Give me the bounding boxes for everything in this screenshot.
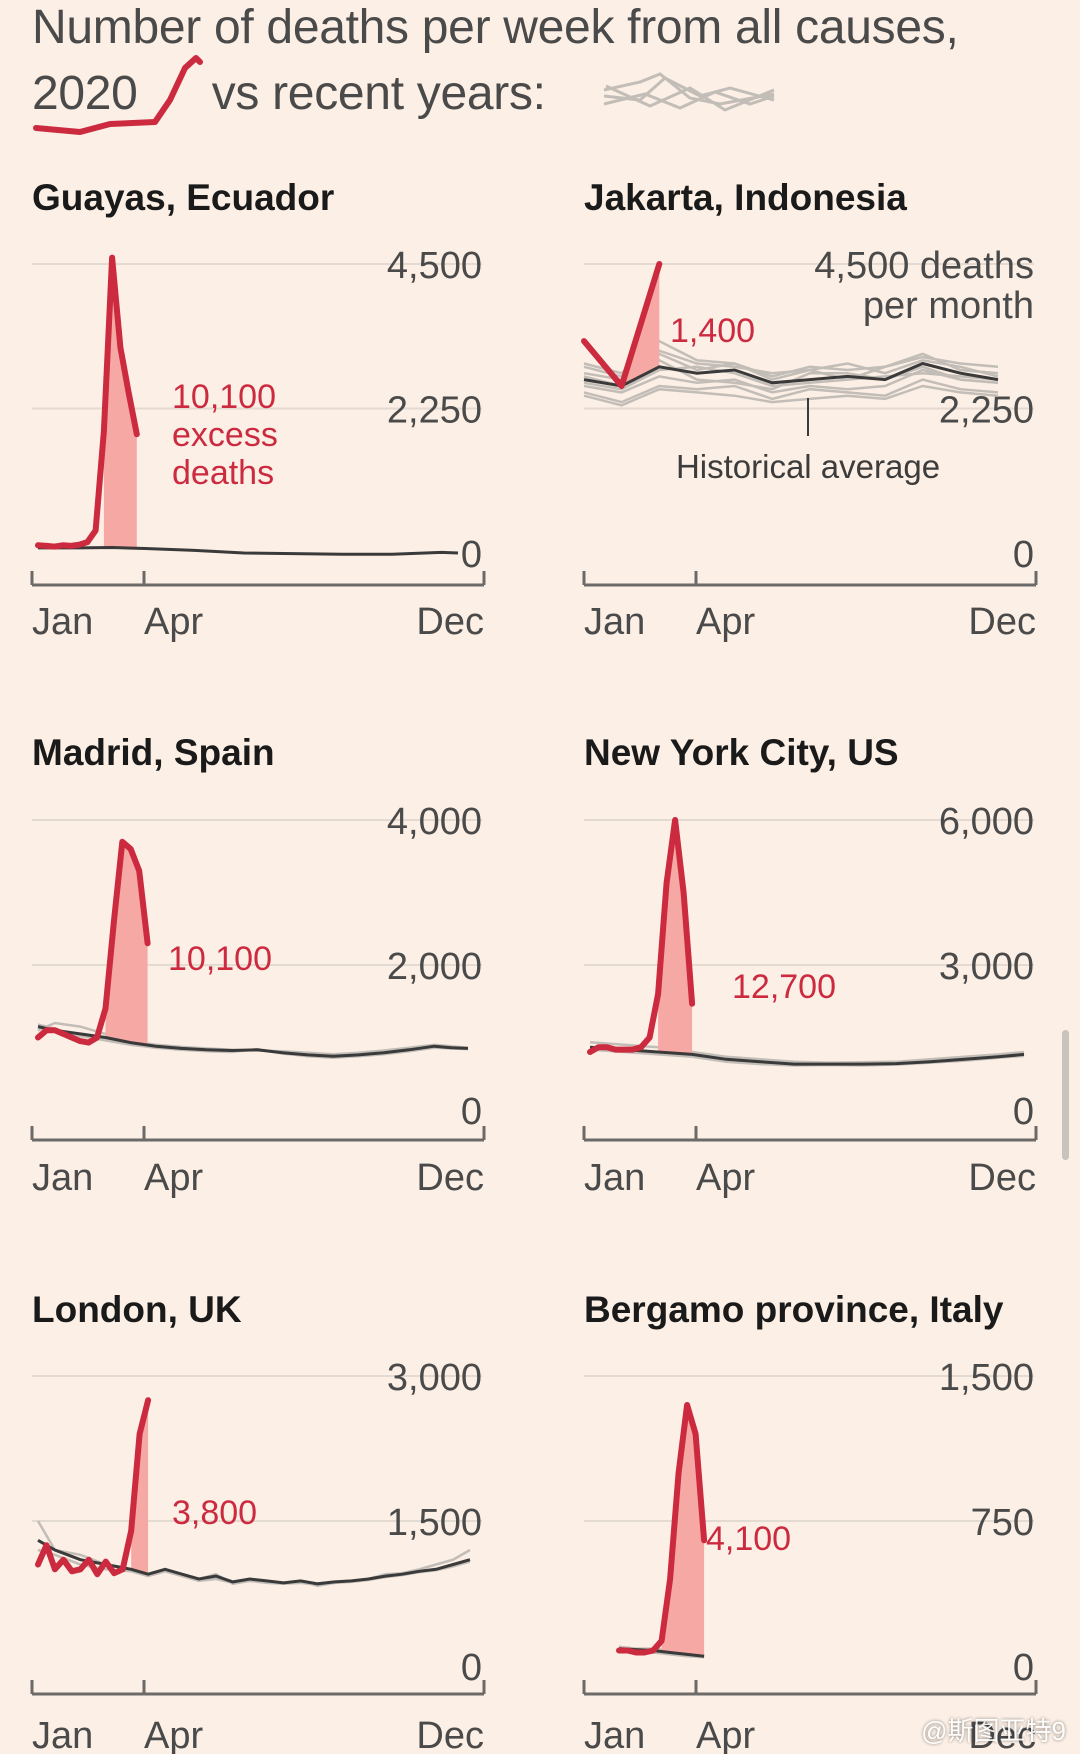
recent-year-line <box>583 368 999 394</box>
panel-title: Madrid, Spain <box>32 732 275 773</box>
x-tick-label: Jan <box>32 1715 93 1754</box>
x-tick-label: Dec <box>968 1157 1036 1199</box>
watermark-text: @斯图亚特9 <box>921 1716 1066 1746</box>
recent-year-line <box>583 365 999 391</box>
chart-panel-6: Bergamo province, Italy 1,500 750 0 4,100 Jan… <box>582 1289 1038 1754</box>
y-tick-label: 4,500 deaths <box>814 245 1034 287</box>
y-tick-label: 0 <box>461 1647 482 1689</box>
excess-deaths-area <box>661 1405 705 1657</box>
recent-year-line <box>583 378 999 404</box>
x-tick-label: Jan <box>32 601 93 643</box>
chart-panel-3: Madrid, Spain 4,000 2,000 0 10,100 Jan Apr Dec <box>30 732 486 1199</box>
y-tick-label: 4,500 <box>387 245 482 287</box>
x-tick-label: Dec <box>968 1715 1036 1754</box>
x-tick-label: Jan <box>32 1157 93 1199</box>
chart-panel-4: New York City, US 6,000 3,000 0 12,700 Jan Apr… <box>582 732 1038 1199</box>
y-tick-label: 0 <box>1013 1647 1034 1689</box>
y-tick-label: 0 <box>461 1091 482 1133</box>
historical-average-label: Historical average <box>676 448 940 485</box>
recent-year-line <box>583 384 999 407</box>
panel-title: Bergamo province, Italy <box>584 1289 1004 1330</box>
scrollbar[interactable] <box>1062 1030 1069 1160</box>
y-tick-label: 2,250 <box>939 390 1034 432</box>
historical-average-line <box>589 1045 1025 1066</box>
line-2020 <box>35 1397 152 1578</box>
y-tick-label: 3,000 <box>387 1357 482 1399</box>
x-tick-label: Jan <box>584 1715 645 1754</box>
excess-deaths-area <box>105 841 148 1045</box>
line-2020 <box>587 817 696 1055</box>
historical-average-line <box>583 361 999 388</box>
chart-title-line-2: 2020 vs recent years: <box>32 66 546 121</box>
excess-deaths-annotation: 3,800 <box>172 1494 257 1532</box>
x-tick-label: Apr <box>696 1157 755 1199</box>
historical-average-line <box>37 1538 471 1586</box>
panel-title: London, UK <box>32 1289 242 1330</box>
excess-deaths-area <box>131 1400 149 1575</box>
line-2020 <box>616 1402 708 1656</box>
y-tick-label: 0 <box>461 534 482 576</box>
chart-title-line-1: Number of deaths per week from all cause… <box>32 1 959 54</box>
y-tick-label: 2,000 <box>387 946 482 988</box>
x-tick-label: Jan <box>584 1157 645 1199</box>
x-tick-label: Apr <box>144 1715 203 1754</box>
legend-2020-swoosh <box>33 55 203 135</box>
excess-deaths-annotation: 1,400 <box>670 312 755 350</box>
y-tick-label: 1,500 <box>939 1357 1034 1399</box>
x-tick-label: Apr <box>144 1157 203 1199</box>
y-tick-label: 4,000 <box>387 801 482 843</box>
historical-average-line <box>38 545 459 556</box>
x-tick-label: Apr <box>696 1715 755 1754</box>
legend-2020-label: 2020 <box>32 67 138 120</box>
chart-panel-2: Jakarta, Indonesia 4,500 deaths 2,250 0 per … <box>581 177 1038 643</box>
x-tick-label: Apr <box>696 601 755 643</box>
x-tick-label: Apr <box>144 601 203 643</box>
excess-deaths-annotation: 12,700 <box>732 968 836 1006</box>
panel-title: Jakarta, Indonesia <box>584 177 907 218</box>
line-2020 <box>35 254 140 550</box>
x-tick-label: Dec <box>416 601 484 643</box>
title-line-2-rest: vs recent years: <box>211 67 546 120</box>
y-unit-label: per month <box>863 285 1034 327</box>
y-tick-label: 750 <box>971 1502 1034 1544</box>
line-2020 <box>581 261 663 389</box>
excess-deaths-area <box>103 257 137 549</box>
chart-panel-5: London, UK 3,000 1,500 0 3,800 Jan Apr Dec <box>30 1289 486 1754</box>
excess-deaths-annotation: excess <box>172 416 278 454</box>
historical-average-line <box>37 1025 469 1058</box>
x-tick-label: Dec <box>968 601 1036 643</box>
y-tick-label: 3,000 <box>939 946 1034 988</box>
x-tick-label: Dec <box>416 1157 484 1199</box>
excess-deaths-area <box>658 820 693 1055</box>
legend-recent-years-icon <box>603 72 775 112</box>
panel-title: Guayas, Ecuador <box>32 177 334 218</box>
panel-title: New York City, US <box>584 732 899 773</box>
excess-deaths-annotation: deaths <box>172 454 274 492</box>
excess-deaths-annotation: 10,100 <box>168 940 272 978</box>
line-2020 <box>35 838 151 1046</box>
chart-panel-1: Guayas, Ecuador 4,500 2,250 0 10,100excessde… <box>30 177 486 643</box>
x-tick-label: Jan <box>584 601 645 643</box>
title-legend-graphics <box>33 55 775 135</box>
x-tick-label: Dec <box>416 1715 484 1754</box>
excess-deaths-annotation: 10,100 <box>172 378 276 416</box>
excess-deaths-annotation: 4,100 <box>706 1520 791 1558</box>
y-tick-label: 2,250 <box>387 390 482 432</box>
recent-year-line <box>37 1023 469 1060</box>
y-tick-label: 0 <box>1013 534 1034 576</box>
y-tick-label: 6,000 <box>939 801 1034 843</box>
y-tick-label: 1,500 <box>387 1502 482 1544</box>
y-tick-label: 0 <box>1013 1091 1034 1133</box>
